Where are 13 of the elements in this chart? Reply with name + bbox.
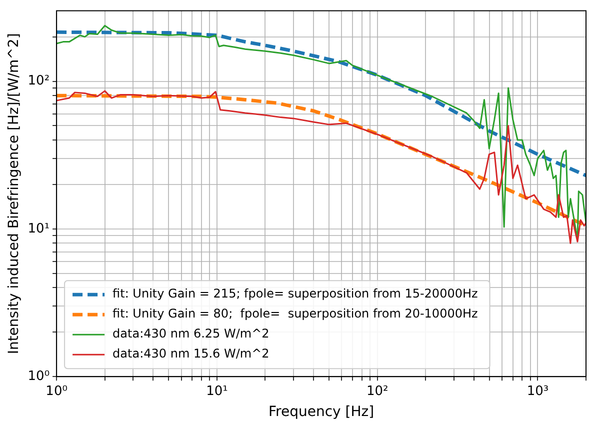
y-tick-label: 10¹ [28, 221, 50, 236]
legend-label: data:430 nm 15.6 W/m^2 [112, 346, 270, 361]
x-axis-title: Frequency [Hz] [268, 404, 374, 420]
legend-label: data:430 nm 6.25 W/m^2 [112, 326, 270, 341]
y-axis-title: Intensity induced Birefringence [Hz]/[W/m^2] [6, 33, 22, 354]
x-tick-label: 10⁰ [46, 384, 68, 399]
y-tick-label: 10⁰ [28, 368, 50, 384]
legend-label: fit: Unity Gain = 80; fpole= superposition from 20-10000Hz [112, 306, 478, 321]
x-tick-label: 10¹ [206, 384, 228, 399]
x-tick-label: 10³ [526, 384, 549, 399]
legend-label: fit: Unity Gain = 215; fpole= superposition from 15-20000Hz [112, 286, 478, 301]
x-tick-label: 10² [366, 384, 388, 399]
y-tick-label: 10² [28, 74, 50, 89]
